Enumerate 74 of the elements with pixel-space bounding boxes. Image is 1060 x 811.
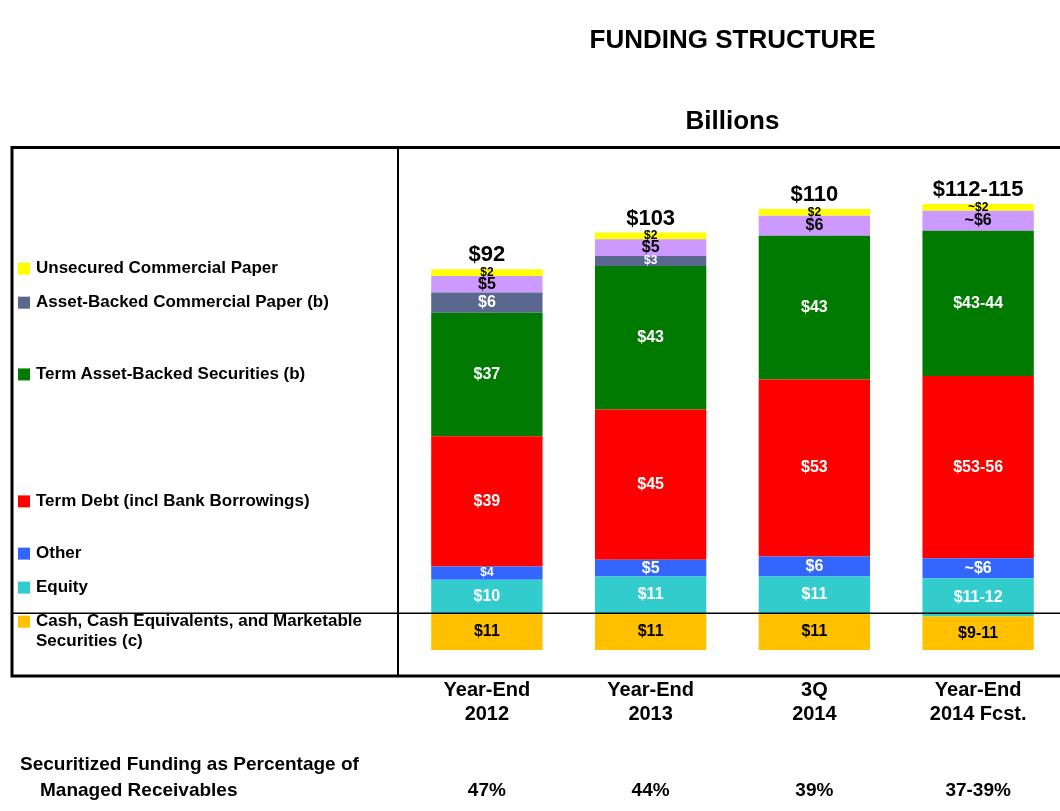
bar	[594, 559, 707, 577]
data-label: $11	[637, 585, 664, 603]
legend-label: Term Debt (incl Bank Borrowings)	[36, 491, 310, 511]
bar	[431, 312, 543, 437]
data-label: $43	[637, 328, 665, 346]
data-label: $43-44	[953, 293, 1004, 311]
data-label: $6	[477, 293, 496, 311]
bar	[594, 576, 707, 614]
data-label: ~$6	[964, 558, 992, 576]
legend-label: Equity	[36, 577, 89, 597]
bar	[431, 613, 543, 650]
data-label: $2	[807, 204, 822, 219]
bar	[758, 379, 871, 557]
data-label: $45	[637, 475, 665, 493]
data-label: $3	[643, 253, 658, 268]
bar	[431, 579, 543, 614]
text: 39%	[795, 779, 834, 801]
bar	[594, 265, 707, 410]
data-label: ~$6	[964, 211, 992, 229]
bar	[922, 558, 1034, 579]
chart-title: FUNDING STRUCTURE	[589, 23, 876, 54]
bar	[431, 436, 543, 567]
text: Securitized Funding as Percentage of Managed Receivables	[20, 753, 360, 801]
bar	[922, 616, 1034, 650]
legend-label: Asset-Backed Commercial Paper (b)	[36, 292, 329, 312]
bar	[594, 239, 707, 256]
bar	[431, 566, 543, 580]
legend-label: Unsecured Commercial Paper	[36, 258, 279, 278]
text: 37-39%	[945, 779, 1011, 801]
bar	[594, 409, 707, 560]
annotation: $110	[790, 181, 839, 207]
data-label: $10	[473, 586, 501, 604]
bar	[922, 204, 1034, 211]
data-label: $6	[805, 556, 824, 574]
data-label: $5	[641, 558, 660, 576]
x-tick-label: 3Q 2014	[792, 677, 838, 724]
annotation: $103	[626, 204, 676, 230]
data-label: $37	[473, 364, 501, 382]
bar	[922, 376, 1034, 559]
annotation: $92	[468, 241, 506, 267]
bar	[922, 578, 1034, 617]
data-label: $43	[801, 298, 828, 316]
data-label: ~$2	[967, 199, 989, 214]
data-label: $53-56	[953, 457, 1004, 475]
x-tick-label: Year-End 2013	[607, 677, 694, 724]
data-label: $4	[480, 565, 494, 580]
bar	[922, 230, 1034, 377]
x-tick-label: Year-End 2014 Fcst.	[929, 677, 1027, 724]
bar	[758, 209, 871, 216]
bar	[431, 269, 543, 276]
text: $112-115	[932, 176, 1024, 202]
bar	[594, 255, 707, 266]
legend-label: Other	[36, 543, 82, 563]
text: 44%	[631, 779, 670, 801]
data-label: $39	[473, 491, 501, 509]
bar	[758, 235, 871, 380]
data-label: $53	[801, 458, 828, 476]
legend-label: Cash, Cash Equivalents, and Marketable Securities (c)	[36, 611, 362, 651]
data-label: $11	[637, 622, 664, 640]
data-label: $11-12	[953, 587, 1003, 605]
text: 47%	[467, 779, 506, 801]
bar	[758, 576, 871, 614]
x-tick-label: Year-End 2012	[443, 677, 531, 724]
bar	[594, 613, 707, 650]
bar	[758, 556, 871, 577]
bar	[758, 613, 871, 650]
data-label: $9-11	[958, 623, 999, 641]
chart-subtitle: Billions	[685, 104, 780, 135]
bar	[431, 292, 543, 313]
data-label: $11	[801, 585, 828, 603]
legend-label: Term Asset-Backed Securities (b)	[36, 364, 306, 384]
data-label: $6	[805, 216, 824, 234]
data-label: $11	[473, 622, 500, 640]
data-label: $11	[801, 622, 828, 640]
